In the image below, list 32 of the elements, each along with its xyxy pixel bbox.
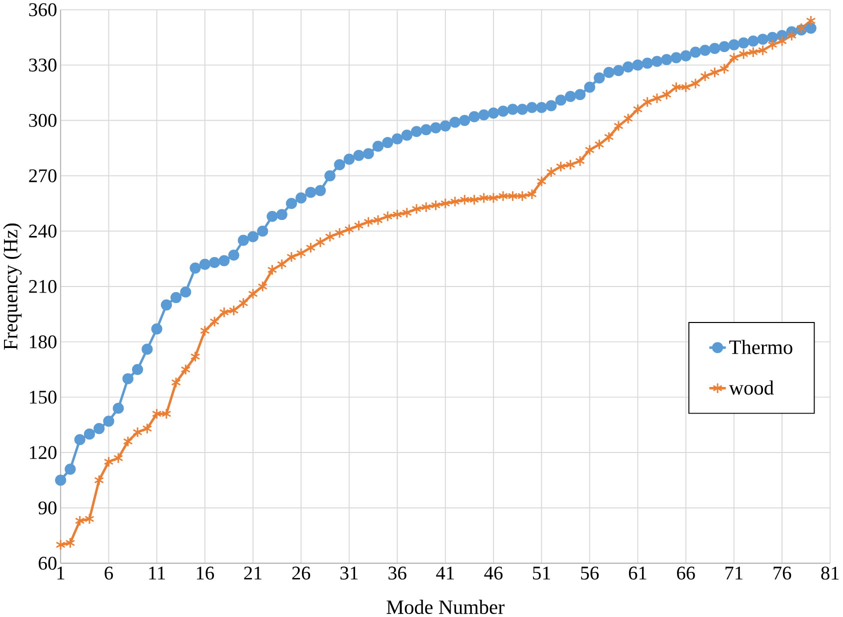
x-tick-label: 56	[581, 566, 599, 580]
x-tick-label: 21	[244, 566, 262, 580]
y-tick-label: 330	[29, 58, 56, 72]
y-tick-label: 240	[29, 224, 56, 238]
x-tick-label: 81	[821, 566, 839, 580]
x-tick-label: 6	[104, 566, 113, 580]
y-tick-label: 150	[30, 390, 56, 404]
x-axis-title: Mode Number	[386, 600, 505, 614]
y-tick-label: 210	[29, 280, 56, 293]
y-tick-label: 90	[38, 501, 56, 514]
x-tick-label: 36	[388, 566, 406, 580]
legend-label: wood	[728, 380, 774, 395]
y-tick-label: 180	[30, 335, 56, 348]
y-tick-label: 120	[30, 446, 56, 459]
x-tick-label: 61	[628, 566, 646, 580]
x-tick-label: 26	[292, 566, 310, 580]
x-tick-label: 71	[726, 566, 742, 580]
legend-label: Thermo	[729, 340, 792, 354]
x-tick-label: 76	[774, 566, 792, 580]
x-tick-label: 51	[533, 566, 550, 580]
y-axis-title: Frequency (Hz)	[3, 223, 22, 350]
x-tick-label: 1	[57, 566, 64, 580]
x-tick-label: 41	[436, 566, 454, 580]
y-tick-label: 60	[38, 556, 56, 570]
y-tick-label: 300	[29, 114, 56, 127]
y-tick-label: 270	[29, 169, 56, 182]
x-tick-label: 66	[677, 566, 695, 580]
x-tick-label: 11	[149, 566, 165, 580]
x-tick-label: 46	[484, 566, 503, 580]
y-tick-label: 360	[29, 3, 56, 16]
x-tick-label: 31	[340, 566, 358, 580]
x-tick-label: 16	[196, 566, 214, 580]
